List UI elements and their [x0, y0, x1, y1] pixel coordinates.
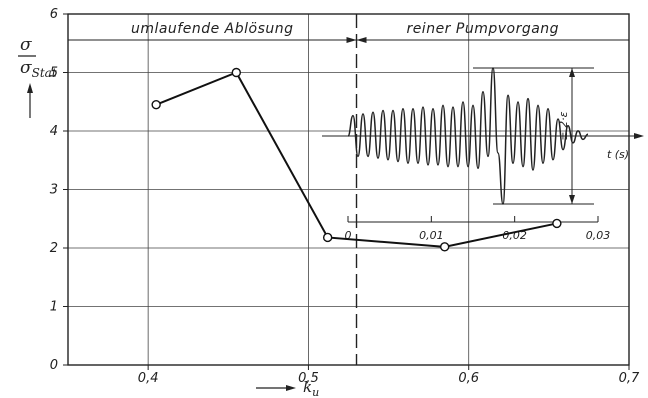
region-label-left: umlaufende Ablösung — [131, 21, 294, 37]
y-tick-label: 2 — [50, 241, 58, 256]
y-tick-label: 0 — [50, 358, 58, 373]
inset-tick-label: 0,03 — [586, 229, 611, 242]
x-label-arrowhead — [286, 385, 296, 391]
x-tick-label: 0,5 — [298, 371, 319, 386]
data-point — [231, 67, 242, 78]
y-tick-label: 6 — [50, 7, 58, 22]
region-label-right: reiner Pumpvorgang — [406, 21, 559, 37]
y-label-numerator: σ — [20, 35, 32, 55]
grid-lines — [63, 13, 630, 370]
inset-dim-arrow-top — [569, 68, 575, 77]
x-tick-label: 0,7 — [619, 371, 640, 386]
inset-tick-label: 0 — [345, 229, 352, 242]
tick-labels: 0,4 0,5 0,6 0,7 0 1 2 3 4 5 6 — [50, 7, 640, 386]
y-tick-label: 1 — [50, 300, 58, 315]
inset-oscillogram: 0 0,01 0,02 0,03 t (s) ± 2·ε — [322, 67, 644, 242]
region-right-arrowhead — [356, 37, 367, 43]
x-tick-label: 0,6 — [458, 371, 479, 386]
inset-waveform — [347, 67, 589, 205]
data-point — [439, 242, 450, 252]
data-point — [322, 232, 333, 243]
inset-x-label: t (s) — [607, 148, 629, 161]
y-tick-label: 3 — [50, 183, 58, 198]
inset-tick-label: 0,01 — [419, 229, 444, 242]
region-left-arrowhead — [346, 37, 357, 43]
inset-time-arrowhead — [634, 133, 644, 139]
inset-tick-label: 0,02 — [502, 229, 527, 242]
inset-dim-arrow-bottom — [569, 195, 575, 204]
main-series — [151, 67, 562, 252]
x-tick-label: 0,4 — [138, 371, 159, 386]
y-axis-label: σ σStat — [18, 35, 57, 118]
y-label-arrowhead — [27, 83, 33, 93]
data-point — [552, 218, 562, 229]
y-tick-label: 4 — [50, 124, 58, 139]
y-tick-label: 5 — [50, 66, 58, 81]
inset-amplitude-annotation: ± 2·ε — [557, 111, 570, 140]
plot-frame — [67, 13, 630, 366]
data-point — [151, 99, 161, 110]
region-annotations: umlaufende Ablösung reiner Pumpvorgang — [68, 14, 629, 365]
